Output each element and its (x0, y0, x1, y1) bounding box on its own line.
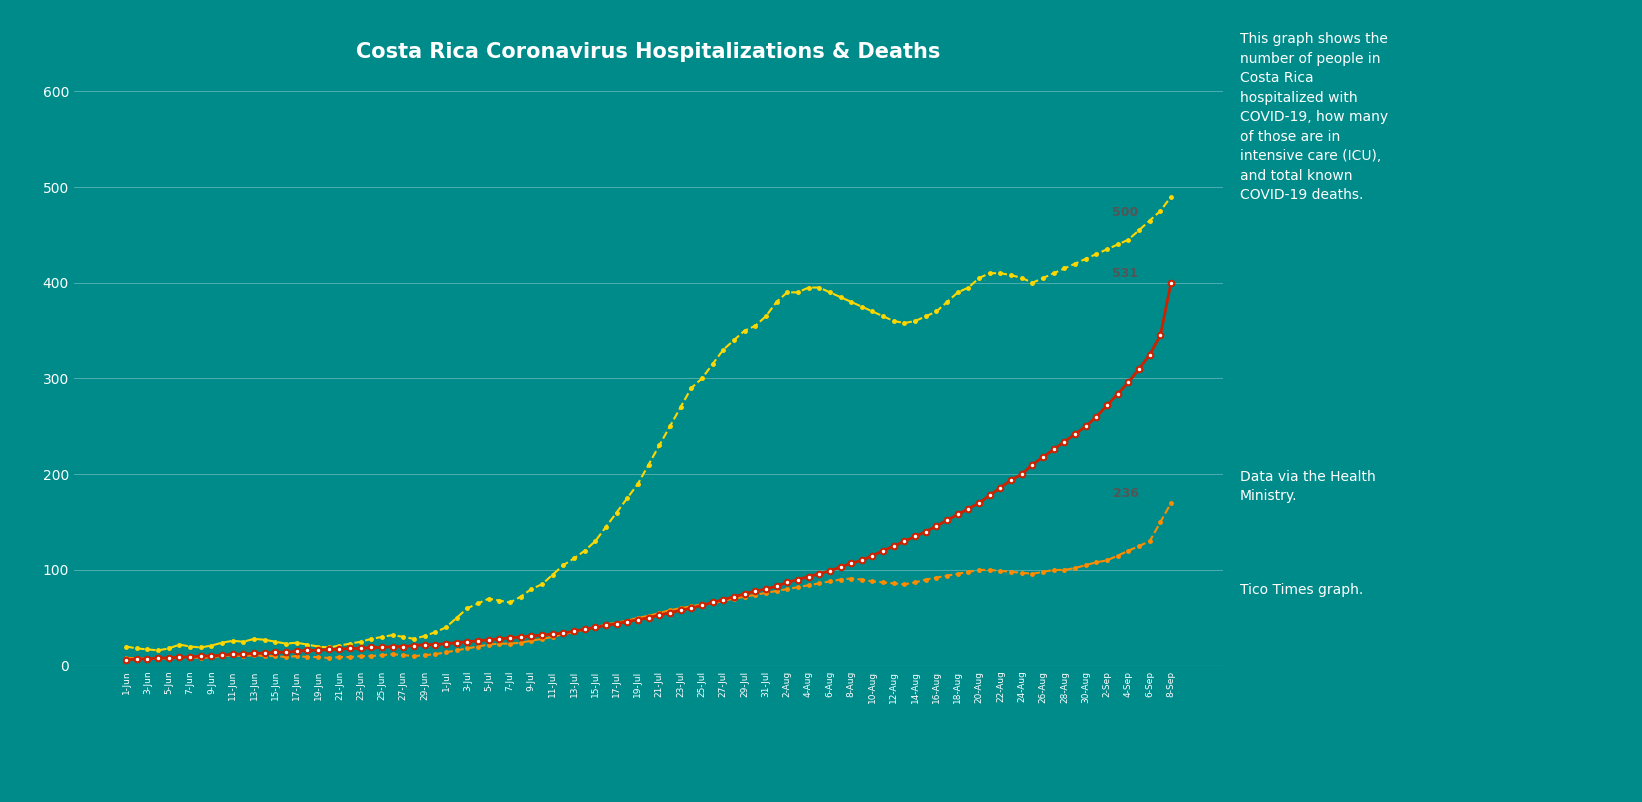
Currently hospitalized (117, 642, 136, 651)
Text: Data via the Health
Ministry.: Data via the Health Ministry. (1240, 470, 1376, 503)
Text: 236: 236 (1113, 488, 1138, 500)
Total Deaths (394, 642, 414, 651)
Total Deaths (1161, 278, 1181, 288)
Currently hospitalized (148, 646, 167, 655)
Total Deaths (639, 613, 658, 622)
Currently hospitalized (404, 634, 424, 644)
Line: Curently in ICU: Curently in ICU (125, 501, 1172, 661)
Curently in ICU (649, 608, 668, 618)
Total Deaths (938, 516, 957, 525)
Total Deaths (361, 642, 381, 652)
Curently in ICU (373, 650, 392, 660)
Currently hospitalized (649, 440, 668, 450)
Currently hospitalized (447, 613, 466, 622)
Curently in ICU (947, 569, 967, 578)
Curently in ICU (681, 602, 701, 611)
Curently in ICU (117, 653, 136, 662)
Currently hospitalized (947, 288, 967, 298)
Curently in ICU (1161, 498, 1181, 508)
Text: This graph shows the
number of people in
Costa Rica
hospitalized with
COVID-19, : This graph shows the number of people in… (1240, 32, 1387, 202)
Line: Currently hospitalized: Currently hospitalized (125, 195, 1172, 652)
Curently in ICU (138, 654, 158, 664)
Text: 500: 500 (1112, 206, 1138, 219)
Line: Total Deaths: Total Deaths (123, 280, 1174, 662)
Title: Costa Rica Coronavirus Hospitalizations & Deaths: Costa Rica Coronavirus Hospitalizations … (356, 43, 941, 63)
Currently hospitalized (681, 383, 701, 393)
Currently hospitalized (1161, 192, 1181, 201)
Curently in ICU (404, 651, 424, 661)
Curently in ICU (447, 646, 466, 655)
Currently hospitalized (373, 632, 392, 642)
Text: Tico Times graph.: Tico Times graph. (1240, 582, 1363, 597)
Text: 531: 531 (1113, 267, 1138, 280)
Total Deaths (437, 639, 456, 649)
Total Deaths (117, 655, 136, 665)
Total Deaths (670, 606, 690, 615)
